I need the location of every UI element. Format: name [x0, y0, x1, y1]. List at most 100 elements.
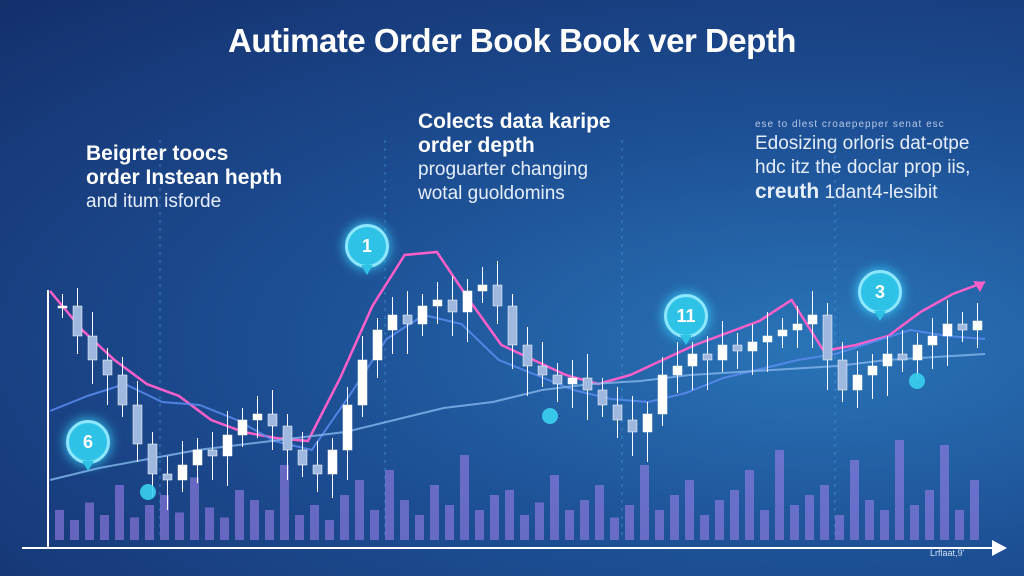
annotation-bold: creuth	[755, 180, 820, 203]
candle-body	[132, 404, 143, 445]
candle-body	[627, 419, 638, 433]
volume-bar	[235, 490, 244, 540]
marker-1[interactable]: 1	[345, 224, 389, 275]
candle-body	[357, 359, 368, 406]
candle-body	[567, 377, 578, 385]
candle-body	[432, 299, 443, 307]
volume-bar	[295, 515, 304, 540]
volume-bar	[775, 450, 784, 540]
volume-bar	[55, 510, 64, 540]
volume-bar	[640, 465, 649, 540]
volume-bar	[370, 510, 379, 540]
candle-body	[882, 353, 893, 367]
annotation-line: Beigrter toocs	[86, 142, 229, 165]
volume-bar	[265, 510, 274, 540]
volume-bar	[100, 515, 109, 540]
candle-body	[582, 377, 593, 391]
volume-bar	[400, 500, 409, 540]
candle-body	[492, 284, 503, 307]
volume-bar	[580, 500, 589, 540]
candle-body	[702, 353, 713, 361]
x-axis-arrow	[992, 540, 1007, 556]
highlight-dot	[140, 484, 156, 500]
candle-body	[237, 419, 248, 436]
volume-bar	[355, 480, 364, 540]
volume-bar	[820, 485, 829, 540]
volume-bar	[790, 505, 799, 540]
candle-body	[87, 335, 98, 361]
candle-body	[732, 344, 743, 352]
volume-bar	[970, 480, 979, 540]
volume-bar	[250, 500, 259, 540]
annotation-line: proguarter changing	[418, 159, 589, 180]
candle-body	[252, 413, 263, 421]
candle-body	[207, 449, 218, 457]
volume-bar	[145, 505, 154, 540]
candle-body	[282, 425, 293, 451]
candle-body	[342, 404, 353, 451]
volume-bar	[835, 515, 844, 540]
arrow-head	[973, 281, 985, 292]
candle-body	[597, 389, 608, 406]
candle-body	[507, 305, 518, 346]
candle-body	[162, 473, 173, 481]
volume-bar	[925, 490, 934, 540]
volume-bar	[700, 515, 709, 540]
volume-bar	[760, 510, 769, 540]
marker-11[interactable]: 11	[664, 294, 708, 345]
candle-body	[837, 359, 848, 391]
volume-bar	[745, 470, 754, 540]
volume-bar	[130, 517, 139, 540]
candle-body	[297, 449, 308, 466]
candle-body	[102, 359, 113, 376]
annotation-line: wotal guoldomins	[418, 183, 565, 204]
annotation-small: ese to dlest croaepepper senat esc	[755, 119, 945, 130]
volume-bar	[625, 505, 634, 540]
volume-bar	[505, 490, 514, 540]
candle-body	[897, 353, 908, 361]
annotation-right: ese to dlest croaepepper senat esc Edosi…	[755, 118, 970, 205]
volume-bar	[325, 520, 334, 540]
x-axis-label: Lrflaat,9'	[930, 548, 965, 558]
candle-body	[972, 320, 983, 331]
annotation-line: order depth	[418, 134, 535, 157]
annotation-line: Colects data karipe	[418, 110, 611, 133]
candle-body	[372, 329, 383, 361]
candle-body	[147, 443, 158, 475]
marker-6[interactable]: 6	[66, 420, 110, 471]
annotation-line: hdc itz the doclar prop iis,	[755, 157, 971, 178]
volume-bar	[220, 517, 229, 540]
candle-body	[177, 464, 188, 481]
volume-bar	[385, 470, 394, 540]
volume-bar	[565, 510, 574, 540]
volume-bar	[520, 515, 529, 540]
series-trend-line	[49, 353, 986, 481]
volume-bar	[85, 502, 94, 540]
annotation-left: Beigrter toocs order Instean hepth and i…	[86, 142, 282, 214]
marker-3[interactable]: 3	[858, 270, 902, 321]
volume-bar	[205, 507, 214, 540]
candle-body	[717, 344, 728, 361]
volume-bar	[850, 460, 859, 540]
candle-body	[72, 305, 83, 337]
candle-body	[912, 344, 923, 361]
volume-bar	[445, 505, 454, 540]
candle-body	[222, 434, 233, 457]
candle-body	[447, 299, 458, 313]
candle-body	[927, 335, 938, 346]
volume-bar	[685, 480, 694, 540]
volume-bar	[955, 510, 964, 540]
candle-body	[267, 413, 278, 427]
candle-body	[387, 314, 398, 331]
candle-body	[762, 335, 773, 343]
candle-body	[807, 314, 818, 325]
candle-body	[957, 323, 968, 331]
volume-bar	[715, 500, 724, 540]
volume-bar	[70, 520, 79, 540]
volume-bar	[805, 495, 814, 540]
volume-bar	[730, 490, 739, 540]
volume-bar	[490, 495, 499, 540]
candle-body	[642, 413, 653, 433]
candle-body	[672, 365, 683, 376]
